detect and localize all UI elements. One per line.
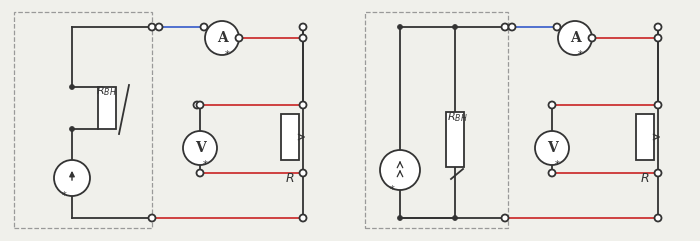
- Circle shape: [300, 169, 307, 176]
- Circle shape: [654, 101, 661, 108]
- Circle shape: [197, 101, 204, 108]
- Circle shape: [654, 34, 661, 41]
- Circle shape: [654, 169, 661, 176]
- Text: *: *: [203, 160, 208, 170]
- Circle shape: [300, 214, 307, 221]
- Circle shape: [589, 34, 596, 41]
- Text: V: V: [547, 141, 557, 155]
- Circle shape: [235, 34, 242, 41]
- Circle shape: [205, 21, 239, 55]
- Circle shape: [558, 21, 592, 55]
- Bar: [98, 87, 116, 129]
- Text: *: *: [390, 185, 395, 195]
- Circle shape: [197, 169, 204, 176]
- Circle shape: [300, 34, 307, 41]
- Circle shape: [380, 150, 420, 190]
- Circle shape: [654, 24, 661, 31]
- Bar: [281, 114, 299, 160]
- Circle shape: [508, 24, 515, 31]
- Text: A: A: [570, 31, 580, 45]
- Circle shape: [148, 24, 155, 31]
- Circle shape: [193, 101, 200, 108]
- Text: R: R: [640, 172, 650, 185]
- Text: *: *: [578, 50, 582, 60]
- Circle shape: [549, 101, 556, 108]
- Circle shape: [69, 127, 74, 132]
- Text: R: R: [286, 172, 294, 185]
- Text: $R_{BH}$: $R_{BH}$: [96, 84, 117, 98]
- Text: V: V: [195, 141, 205, 155]
- Circle shape: [155, 24, 162, 31]
- Circle shape: [535, 131, 569, 165]
- Circle shape: [300, 24, 307, 31]
- Circle shape: [554, 24, 561, 31]
- Bar: [636, 114, 654, 160]
- Circle shape: [183, 131, 217, 165]
- Bar: [446, 112, 464, 167]
- Circle shape: [501, 24, 508, 31]
- Circle shape: [501, 214, 508, 221]
- Circle shape: [452, 215, 458, 221]
- Circle shape: [300, 101, 307, 108]
- Text: *: *: [555, 160, 560, 170]
- Circle shape: [54, 160, 90, 196]
- Text: A: A: [216, 31, 228, 45]
- Circle shape: [549, 169, 556, 176]
- Text: *: *: [225, 50, 230, 60]
- Circle shape: [398, 215, 402, 221]
- Circle shape: [452, 25, 458, 29]
- Circle shape: [200, 24, 207, 31]
- Circle shape: [398, 25, 402, 29]
- Text: *: *: [62, 191, 66, 201]
- Text: $R_{BH}$: $R_{BH}$: [447, 110, 468, 124]
- Circle shape: [69, 85, 74, 89]
- Circle shape: [654, 214, 661, 221]
- Circle shape: [148, 214, 155, 221]
